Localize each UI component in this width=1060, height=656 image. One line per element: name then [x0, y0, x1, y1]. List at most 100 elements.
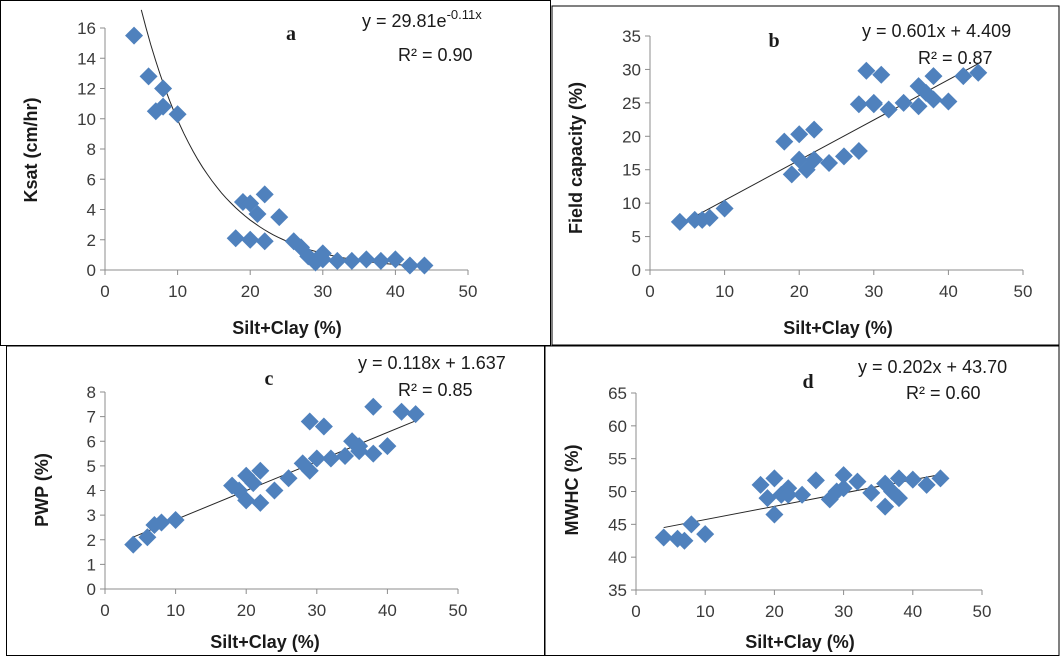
- panel-a-data-point: [415, 256, 434, 275]
- panel-c-x-tick-label: 40: [378, 601, 397, 620]
- panel-b-data-point: [820, 154, 839, 173]
- panel-a-x-tick-labels: 0 10 20 30 40 50: [100, 282, 477, 301]
- panel-c-x-tick-label: 10: [166, 601, 185, 620]
- panel-c-data-point: [138, 528, 157, 547]
- panel-b-data-point: [909, 97, 928, 116]
- panel-a-y-tick-label: 16: [77, 19, 96, 38]
- panel-d-x-axis-title: Silt+Clay (%): [745, 632, 855, 652]
- panel-a-data-point: [342, 251, 361, 270]
- panel-a-y-tick-label: 2: [87, 231, 96, 250]
- panel-b-data-point: [894, 93, 913, 112]
- panel-d-y-tick-label: 35: [608, 581, 627, 600]
- panel-d-data-point: [682, 515, 701, 534]
- panel-c-data-point: [307, 449, 326, 468]
- panel-a-y-tick-label: 12: [77, 80, 96, 99]
- panel-b-data-point: [849, 141, 868, 160]
- panel-a-data-point: [154, 79, 173, 98]
- panel-c-data-point: [406, 405, 425, 424]
- panel-a-data-point: [270, 208, 289, 227]
- panel-b-x-tick-label: 40: [939, 282, 958, 301]
- panel-c-data-point: [244, 474, 263, 493]
- panel-a-x-tick-label: 50: [459, 282, 478, 301]
- panel-d-data-point: [834, 479, 853, 498]
- panel-d-axes: [631, 392, 983, 595]
- panel-d-y-tick-label: 65: [608, 384, 627, 403]
- panel-b-data-point: [670, 212, 689, 231]
- panel-d-y-tick-labels: 35 40 45 50 55 60 65: [608, 384, 627, 600]
- panel-c-y-tick-label: 7: [87, 408, 96, 427]
- panel-a-y-axis-title: Ksat (cm/hr): [21, 97, 41, 202]
- panel-d-data-point: [889, 489, 908, 508]
- panel-c-chart: 0 1 2 3 4 5 6 7 8 0 10 20 30 40 50 Silt+Clay (%) PWP …: [32, 353, 506, 652]
- panel-a-data-point: [168, 105, 187, 124]
- panel-d-data-point: [889, 469, 908, 488]
- panel-d-data-point: [793, 485, 812, 504]
- panel-a-trendline-path: [140, 9, 425, 267]
- panel-c-y-tick-label: 0: [87, 580, 96, 599]
- panel-b-data-point: [715, 199, 734, 218]
- panel-a-y-tick-label: 0: [87, 261, 96, 280]
- panel-b-x-tick-label: 10: [715, 282, 734, 301]
- panel-a-data-point: [400, 256, 419, 275]
- panel-d-data-point: [779, 485, 798, 504]
- panel-c-x-tick-label: 0: [100, 601, 109, 620]
- panel-d-y-tick-label: 50: [608, 483, 627, 502]
- panel-d-y-tick-label: 40: [608, 548, 627, 567]
- panel-b-data-point: [834, 147, 853, 166]
- panel-a-data-point: [154, 97, 173, 116]
- panel-a-axes: [100, 27, 469, 275]
- panel-b-data-point: [924, 90, 943, 109]
- panel-d-data-point: [758, 489, 777, 508]
- panel-d-x-tick-label: 30: [834, 602, 853, 621]
- panel-d-data-point: [675, 531, 694, 550]
- panel-b-data-point: [879, 100, 898, 119]
- panel-b-y-tick-labels: 0 5 10 15 20 25 30 35: [622, 27, 641, 280]
- panel-b-y-tick-label: 15: [622, 161, 641, 180]
- panel-b-data-point: [969, 63, 988, 82]
- panel-c-data-point: [321, 449, 340, 468]
- panel-b-data-point: [790, 125, 809, 144]
- panel-c-data-point: [152, 513, 171, 532]
- panel-d-data-point: [751, 475, 770, 494]
- panel-b-y-tick-label: 20: [622, 127, 641, 146]
- panel-c-data-point: [300, 461, 319, 480]
- panel-b-border: [551, 5, 1060, 346]
- panel-c-points: [124, 397, 425, 554]
- panel-a-data-point: [125, 26, 144, 45]
- panel-b-data-point: [872, 65, 891, 84]
- panel-d-y-tick-label: 45: [608, 515, 627, 534]
- panel-b-y-tick-label: 0: [632, 261, 641, 280]
- panel-a-trendline: [140, 9, 425, 267]
- panel-b-equation: y = 0.601x + 4.409: [862, 21, 1011, 41]
- panel-a-data-point: [255, 185, 274, 204]
- panel-b-x-tick-label: 30: [864, 282, 883, 301]
- panel-c-data-point: [166, 511, 185, 530]
- panel-a-x-axis-title: Silt+Clay (%): [232, 318, 342, 338]
- panel-c-y-tick-label: 2: [87, 531, 96, 550]
- panel-c-x-tick-label: 50: [449, 601, 468, 620]
- panel-c-axes: [100, 391, 459, 594]
- panel-c-y-tick-labels: 0 1 2 3 4 5 6 7 8: [87, 383, 96, 599]
- panel-d-data-point: [876, 497, 895, 516]
- panel-a-data-point: [371, 251, 390, 270]
- panel-c-x-axis-title: Silt+Clay (%): [210, 632, 320, 652]
- panel-d-data-point: [903, 470, 922, 489]
- panel-d-chart: 35 40 45 50 55 60 65 0 10 20 30 40 50 Silt+Clay (%)…: [562, 357, 1007, 652]
- panel-d-y-axis-title: MWHC (%): [562, 445, 582, 536]
- panel-b-data-point: [775, 132, 794, 151]
- panel-b-data-point: [849, 95, 868, 114]
- panel-a-y-tick-label: 6: [87, 170, 96, 189]
- panel-b-axes: [645, 35, 1024, 275]
- panel-b-data-point: [954, 67, 973, 86]
- panel-a-y-tick-label: 10: [77, 110, 96, 129]
- panel-c-y-tick-label: 5: [87, 457, 96, 476]
- panel-c-data-point: [237, 491, 256, 510]
- panel-a-data-point: [313, 250, 332, 269]
- panel-a-points: [125, 26, 434, 275]
- panel-c-data-point: [364, 444, 383, 463]
- panel-d-data-point: [931, 469, 950, 488]
- panel-a-x-tick-label: 20: [241, 282, 260, 301]
- panel-a-label: a: [286, 23, 296, 45]
